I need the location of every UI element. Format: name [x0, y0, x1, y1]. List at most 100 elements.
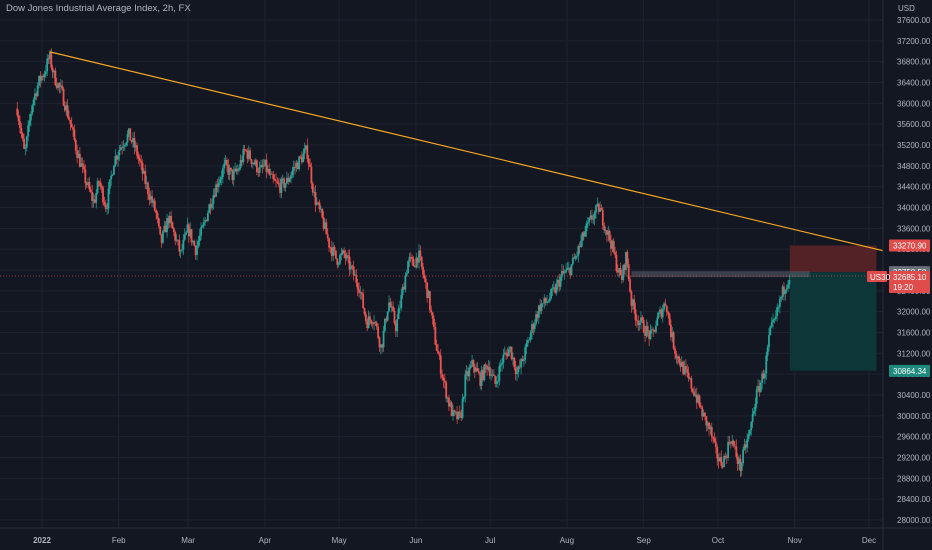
candle-body [783, 286, 785, 295]
candle-body [19, 121, 21, 129]
candle-body [160, 234, 163, 243]
candle-body [635, 320, 638, 321]
candle-body [569, 267, 572, 275]
candle-body [231, 169, 234, 181]
candle-body [499, 364, 502, 367]
candle-body [134, 145, 137, 148]
candle-body [614, 252, 616, 256]
candle-body [480, 369, 483, 386]
candle-body [620, 275, 623, 280]
candle-body [219, 178, 222, 183]
candle-body [384, 318, 386, 331]
candle-body [168, 215, 171, 224]
candle-body [487, 367, 490, 370]
candle-body [324, 222, 326, 229]
candle-body [536, 314, 539, 318]
candle-body [667, 311, 670, 315]
candle-body [96, 181, 99, 193]
candle-body [349, 265, 352, 270]
candle-body [442, 377, 445, 381]
candle-body [625, 252, 627, 271]
candle-body [780, 296, 783, 299]
candle-body [403, 286, 405, 290]
candle-body [87, 182, 89, 185]
candle-body [441, 374, 444, 378]
candle-body [363, 308, 366, 315]
candle-body [457, 411, 460, 420]
candle-body [576, 255, 578, 257]
candle-body [671, 332, 674, 338]
candle-body [307, 158, 310, 165]
candle-body [330, 247, 333, 256]
candle-body [679, 362, 682, 367]
candle-body [505, 352, 508, 354]
candle-body [117, 155, 119, 160]
candle-body [498, 366, 501, 382]
candle-body [535, 314, 537, 324]
y-tick-label: 30000.00 [897, 412, 931, 421]
candle-body [221, 168, 224, 177]
candle-body [787, 284, 789, 289]
candle-body [615, 255, 618, 272]
candle-body [102, 187, 104, 203]
trendline[interactable] [49, 51, 897, 255]
candle-body [366, 321, 369, 329]
candle-body [396, 319, 399, 332]
candle-body [163, 225, 166, 232]
candle-body [577, 245, 580, 256]
candle-body [565, 269, 567, 273]
candle-body [649, 330, 652, 339]
candle-body [623, 265, 626, 271]
candle-body [182, 239, 185, 250]
candle-body [62, 88, 65, 106]
candle-body [55, 85, 58, 88]
candle-body [604, 229, 607, 231]
candle-body [314, 191, 317, 205]
candle-body [665, 305, 668, 312]
candle-body [419, 250, 422, 257]
candle-body [409, 256, 412, 258]
candle-body [362, 293, 365, 309]
candle-body [578, 245, 581, 248]
candle-body [305, 145, 307, 150]
y-tick-label: 34000.00 [897, 204, 931, 213]
candle-body [113, 165, 115, 175]
candle-body [232, 170, 235, 181]
candle-body [765, 355, 768, 374]
candle-body [452, 410, 454, 416]
candle-body [83, 165, 85, 170]
candle-body [149, 196, 152, 200]
candle-body [781, 286, 784, 297]
candle-body [294, 167, 296, 168]
candle-body [690, 378, 693, 389]
candle-body [198, 235, 201, 242]
candle-body [486, 365, 488, 370]
candle-body [61, 85, 64, 89]
candle-body [254, 160, 257, 165]
candle-body [582, 232, 585, 237]
candle-body [697, 395, 700, 403]
candle-body [273, 178, 276, 181]
x-tick-label: Jul [485, 536, 495, 545]
candle-body [522, 359, 525, 362]
candle-body [622, 265, 625, 280]
candle-body [634, 309, 637, 321]
candle-body [476, 368, 479, 372]
candle-body [547, 301, 550, 303]
candle-body [426, 282, 429, 298]
candle-body [23, 138, 25, 149]
candle-body [736, 456, 739, 464]
candle-body [42, 76, 45, 78]
candle-body [46, 58, 49, 72]
candle-body [588, 217, 591, 223]
candle-body [392, 306, 395, 311]
candle-body [385, 318, 388, 321]
candle-body [156, 213, 159, 219]
candle-body [640, 317, 642, 323]
candle-body [243, 149, 246, 150]
candle-body [183, 234, 186, 240]
candle-body [378, 337, 381, 348]
candle-body [749, 430, 751, 435]
